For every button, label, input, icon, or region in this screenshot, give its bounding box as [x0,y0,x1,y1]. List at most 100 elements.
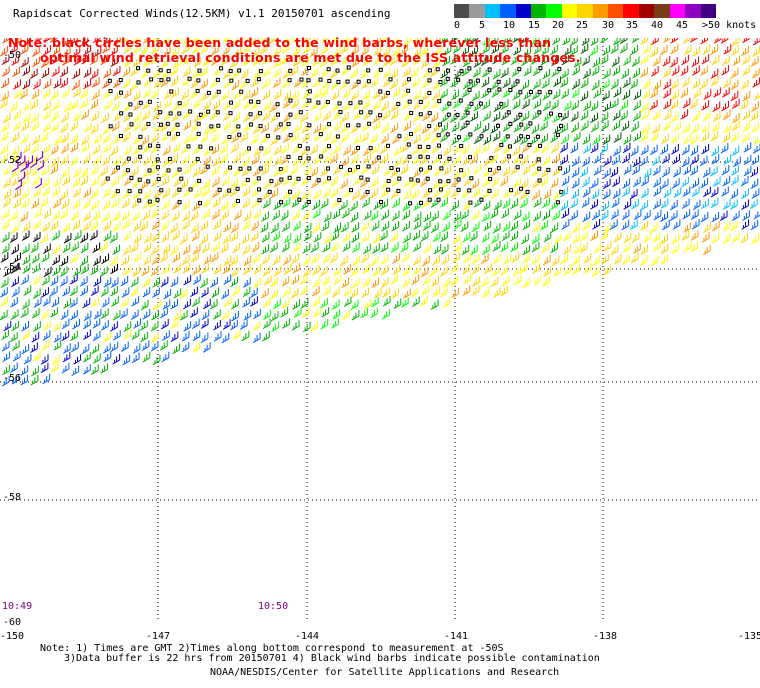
wind-speed-legend [454,4,716,18]
wind-barb [309,46,318,57]
quality-flag-marker [348,101,353,106]
wind-barb [750,166,758,178]
quality-flag-marker [368,146,373,151]
wind-barb [2,177,11,189]
wind-barb [730,188,738,200]
quality-flag-marker [128,102,133,107]
wind-barb [292,242,301,253]
wind-barb [162,330,170,341]
wind-barb [1,54,10,65]
wind-barb [540,143,549,154]
latitude-label: -50 [3,50,22,61]
quality-flag-marker [126,156,131,161]
wind-barb [30,374,39,386]
wind-barb [110,145,118,156]
wind-barb [12,120,21,132]
wind-barb [190,307,198,318]
wind-barb [492,111,501,123]
wind-barb [0,309,8,321]
quality-flag-marker [366,68,371,73]
quality-flag-marker [316,178,321,183]
wind-barb [90,364,99,375]
wind-barb [730,131,739,143]
wind-barb [380,242,389,253]
wind-barb [13,198,21,209]
wind-barb [72,46,81,57]
wind-barb [219,143,228,155]
wind-barb [213,230,222,242]
wind-barb [422,220,431,231]
quality-flag-marker [206,90,211,95]
wind-barb [411,296,420,307]
wind-barb [292,220,301,232]
wind-barb [711,121,720,133]
quality-flag-marker [227,134,232,139]
wind-barb [209,299,218,310]
wind-barb [742,65,750,77]
wind-barb [601,200,610,212]
wind-barb [111,296,119,307]
wind-barb [371,143,380,155]
wind-barb [20,375,29,386]
wind-barb [192,166,201,178]
wind-barb [543,189,552,200]
wind-barb [652,232,661,243]
wind-barb [192,330,201,342]
wind-barb [31,165,39,177]
wind-barb [292,45,301,57]
wind-barb [210,277,218,288]
wind-barb [400,242,409,253]
wind-barb [639,255,648,266]
wind-barb [689,134,698,145]
wind-barb [273,89,282,100]
quality-flag-marker [425,155,430,160]
quality-flag-marker [459,168,464,173]
quality-flag-marker [408,201,413,206]
wind-barb [69,274,78,285]
wind-barb [133,318,141,329]
wind-barb [252,332,261,344]
longitude-label: -144 [295,631,320,642]
wind-barb [560,122,568,134]
wind-barb [380,277,389,288]
wind-barb [42,121,51,133]
wind-barb [433,45,442,56]
wind-barb [620,99,629,111]
quality-flag-marker [496,166,501,171]
wind-barb [600,210,609,221]
wind-barb [59,208,68,220]
wind-barb [741,45,750,57]
quality-flag-marker [439,166,444,171]
wind-barb [441,254,450,265]
wind-barb [343,286,352,297]
wind-barb [2,364,10,376]
wind-barb [143,233,152,244]
wind-barb [141,110,150,121]
wind-barb [560,186,568,198]
wind-barb [100,308,109,319]
wind-barb [13,79,21,90]
wind-barb [633,100,641,111]
wind-barb [332,309,341,320]
wind-barb [162,38,170,45]
wind-barb [37,160,44,171]
wind-barb [331,299,340,310]
wind-barb [51,297,60,308]
wind-barb [230,222,239,234]
wind-barb [183,120,191,131]
wind-barb [440,38,449,44]
wind-barb [250,87,259,98]
wind-barb [330,55,339,66]
wind-barb [510,220,518,232]
wind-barb [173,310,181,321]
quality-flag-marker [187,76,192,81]
wind-barb [231,310,239,322]
wind-barb [150,266,159,277]
wind-barb [18,171,26,182]
legend-label: 25 [576,20,589,31]
wind-barb [31,365,39,377]
wind-barb [683,44,692,56]
wind-barb [730,67,739,79]
quality-flag-marker [347,167,352,172]
quality-flag-marker [395,167,400,172]
